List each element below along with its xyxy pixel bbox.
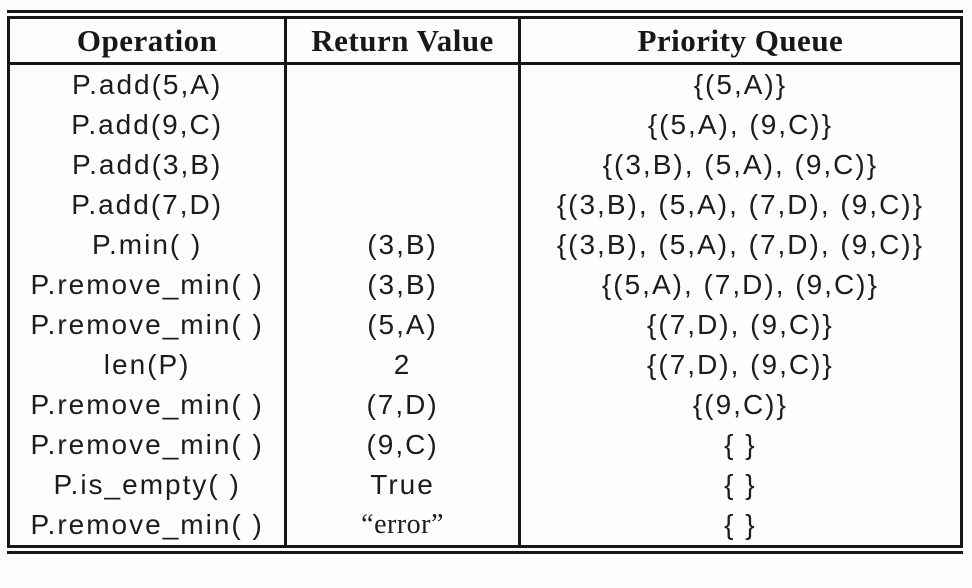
operation-cell: P.remove_min( ) (8, 425, 288, 465)
priority-queue-cell: {(9,C)} (692, 389, 788, 420)
return-value-cell (285, 145, 521, 185)
column-header-return-value: Return Value (285, 17, 521, 65)
return-value-cell: True (285, 465, 521, 505)
return-value-cell: (7,D) (285, 385, 521, 425)
table-row: P.remove_min( ) (7,D) {(9,C)} (8, 385, 962, 425)
table-row: P.min( ) (3,B) {(3,B), (5,A), (7,D), (9,C)… (8, 225, 962, 265)
return-value-cell (285, 185, 521, 225)
table-row: P.remove_min( ) (5,A) {(7,D), (9,C)} (8, 305, 962, 345)
table-row: P.add(7,D) {(3,B), (5,A), (7,D), (9,C)} (8, 185, 962, 225)
priority-queue-cell: { } (724, 469, 757, 500)
priority-queue-cell: {(5,A), (7,D), (9,C)} (601, 269, 879, 300)
operation-cell: P.min( ) (8, 225, 288, 265)
priority-queue-cell: {(5,A), (9,C)} (647, 109, 833, 140)
operation-cell: P.add(3,B) (8, 145, 288, 185)
return-value-cell: (3,B) (285, 265, 521, 305)
table-row: P.remove_min( ) (9,C) { } (8, 425, 962, 465)
operation-cell: P.add(9,C) (8, 105, 288, 145)
table-row: P.is_empty( ) True { } (8, 465, 962, 505)
operation-cell: P.add(5,A) (8, 63, 288, 105)
operation-cell: P.is_empty( ) (8, 465, 288, 505)
return-value-cell: (9,C) (285, 425, 521, 465)
priority-queue-cell: { } (724, 429, 757, 460)
column-header-priority-queue: Priority Queue (519, 17, 962, 65)
return-value-cell (285, 63, 521, 105)
column-header-operation: Operation (8, 17, 288, 65)
bottom-double-rule (7, 551, 963, 554)
return-value-cell (285, 105, 521, 145)
operation-cell: P.add(7,D) (8, 185, 288, 225)
top-double-rule (7, 10, 963, 13)
table-row: P.remove_min( ) (3,B) {(5,A), (7,D), (9,C)… (8, 265, 962, 305)
priority-queue-cell: {(3,B), (5,A), (7,D), (9,C)} (556, 229, 924, 260)
priority-queue-cell: {(5,A)} (693, 69, 788, 100)
operation-cell: P.remove_min( ) (8, 385, 288, 425)
header-row: Operation Return Value Priority Queue (8, 17, 962, 65)
priority-queue-cell: {(3,B), (5,A), (7,D), (9,C)} (556, 189, 924, 220)
table-row: P.add(9,C) {(5,A), (9,C)} (8, 105, 962, 145)
return-value-cell: 2 (285, 345, 521, 385)
return-value-cell: “error” (285, 505, 521, 547)
table-row: P.add(3,B) {(3,B), (5,A), (9,C)} (8, 145, 962, 185)
operation-cell: len(P) (8, 345, 288, 385)
priority-queue-operations-table: Operation Return Value Priority Queue P.… (7, 16, 963, 548)
priority-queue-cell: {(3,B), (5,A), (9,C)} (602, 149, 879, 180)
operation-cell: P.remove_min( ) (8, 305, 288, 345)
operation-cell: P.remove_min( ) (8, 505, 288, 547)
return-value-cell: (3,B) (285, 225, 521, 265)
priority-queue-cell: {(7,D), (9,C)} (647, 309, 834, 340)
priority-queue-table-figure: Operation Return Value Priority Queue P.… (7, 10, 963, 554)
operation-cell: P.remove_min( ) (8, 265, 288, 305)
priority-queue-cell: {(7,D), (9,C)} (647, 349, 834, 380)
table-row: P.remove_min( ) “error” { } (8, 505, 962, 547)
priority-queue-cell: { } (724, 509, 757, 540)
return-value-cell: (5,A) (285, 305, 521, 345)
table-row: P.add(5,A) {(5,A)} (8, 63, 962, 105)
table-row: len(P) 2 {(7,D), (9,C)} (8, 345, 962, 385)
